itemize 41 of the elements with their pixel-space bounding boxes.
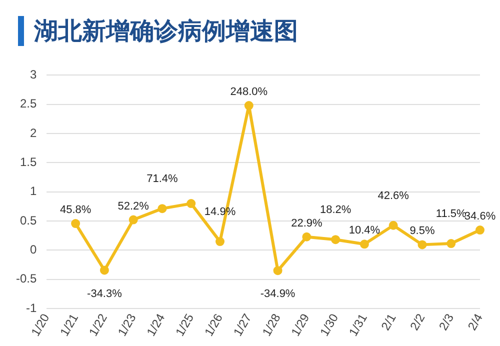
- chart-title: 湖北新增确诊病例增速图: [34, 16, 298, 47]
- point: [216, 237, 225, 246]
- y-tick-label: 0.5: [20, 213, 37, 228]
- point: [186, 199, 196, 208]
- y-tick-label: 1: [30, 184, 37, 198]
- x-tick-label: 2/3: [436, 311, 457, 333]
- point: [446, 239, 456, 248]
- data-label: 18.2%: [320, 204, 352, 216]
- y-tick-label: 2: [30, 126, 37, 140]
- data-label: 45.8%: [60, 204, 92, 216]
- point: [158, 204, 167, 214]
- x-tick-label: 2/4: [465, 311, 486, 333]
- y-tick-label: -0.5: [16, 272, 37, 286]
- data-label: 10.4%: [348, 224, 380, 237]
- data-label: 9.5%: [410, 225, 435, 238]
- point: [476, 226, 484, 235]
- x-tick-label: 2/2: [407, 311, 428, 333]
- data-label: 52.2%: [118, 200, 150, 212]
- point: [71, 219, 80, 228]
- point: [418, 240, 427, 250]
- point: [244, 101, 254, 110]
- data-label: 22.9%: [291, 217, 322, 230]
- point: [302, 232, 312, 242]
- point: [100, 266, 109, 275]
- y-tick-label: -1: [26, 300, 37, 315]
- point: [388, 220, 398, 230]
- point: [128, 215, 138, 224]
- point: [273, 266, 282, 276]
- point: [360, 240, 369, 249]
- point: [331, 235, 340, 244]
- data-label: 248.0%: [230, 86, 268, 98]
- data-label: 42.6%: [378, 190, 410, 202]
- data-label: 71.4%: [146, 173, 178, 186]
- y-tick-label: 3: [30, 68, 37, 82]
- x-tick-label: 2/1: [378, 311, 399, 333]
- y-tick-label: 0: [30, 242, 37, 257]
- y-tick-label: 2.5: [20, 96, 37, 111]
- data-label: 34.6%: [464, 210, 496, 223]
- data-label: -34.3%: [87, 288, 122, 300]
- data-label: -34.9%: [260, 288, 296, 300]
- y-tick-label: 1.5: [20, 155, 37, 170]
